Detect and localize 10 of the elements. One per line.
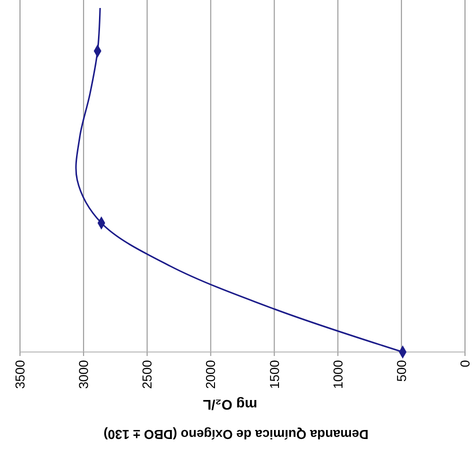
x-tick-label: 3500 [12,360,28,389]
x-tick-label: 500 [394,360,409,382]
text: Demanda Química de Oxígeno (DBO ± 130) [103,427,369,442]
x-tick-label: 2500 [140,360,155,389]
x-tick-label: 2000 [203,360,218,389]
x-tick-label: 1000 [330,360,346,389]
x-tick-label: 3000 [76,360,92,389]
x-tick-label: 0 [458,360,472,368]
x-tick-label: 1500 [266,360,282,389]
x-axis-title: mg O₂/L [202,397,258,413]
